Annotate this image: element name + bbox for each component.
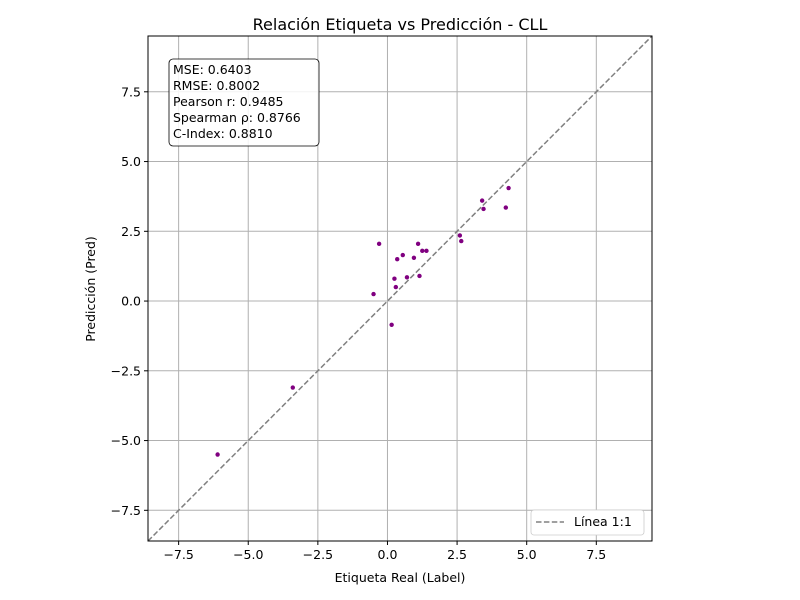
x-tick-label: 7.5 bbox=[586, 547, 606, 562]
y-tick-label: −7.5 bbox=[111, 503, 141, 518]
x-tick-label: 2.5 bbox=[447, 547, 467, 562]
stat-pearson: Pearson r: 0.9485 bbox=[173, 94, 283, 109]
data-point bbox=[420, 248, 425, 254]
stats-box: MSE: 0.6403 RMSE: 0.8002 Pearson r: 0.94… bbox=[168, 58, 320, 147]
data-point bbox=[371, 291, 376, 297]
x-tick-label: 5.0 bbox=[517, 547, 537, 562]
stat-rmse: RMSE: 0.8002 bbox=[173, 78, 260, 93]
points-layer bbox=[215, 185, 511, 457]
x-tick-label: 0.0 bbox=[378, 547, 398, 562]
x-ticks: −7.5 −5.0 −2.5 0.0 2.5 5.0 7.5 bbox=[163, 541, 606, 562]
x-tick-label: −2.5 bbox=[303, 547, 333, 562]
data-point bbox=[395, 257, 400, 262]
data-point bbox=[417, 273, 422, 279]
y-tick-label: −5.0 bbox=[111, 433, 141, 448]
x-tick-label: −7.5 bbox=[163, 547, 193, 562]
data-point bbox=[457, 233, 463, 238]
stat-mse: MSE: 0.6403 bbox=[173, 62, 252, 77]
data-point bbox=[376, 241, 382, 247]
data-point bbox=[400, 252, 405, 258]
reference-line-layer bbox=[147, 35, 653, 542]
y-tick-label: −2.5 bbox=[111, 363, 141, 378]
data-point bbox=[481, 206, 486, 212]
data-point bbox=[506, 185, 511, 191]
reference-line bbox=[147, 35, 653, 542]
data-point bbox=[389, 322, 394, 327]
data-point bbox=[404, 275, 410, 280]
y-tick-label: 7.5 bbox=[121, 84, 141, 99]
stats-box-frame bbox=[168, 58, 320, 147]
chart-title: Relación Etiqueta vs Predicción - CLL bbox=[253, 15, 548, 34]
y-tick-label: 5.0 bbox=[121, 154, 141, 169]
data-point bbox=[290, 385, 295, 390]
data-point bbox=[479, 198, 485, 203]
x-axis-label: Etiqueta Real (Label) bbox=[335, 570, 466, 585]
legend-frame bbox=[530, 509, 645, 536]
data-point bbox=[503, 205, 509, 210]
data-point bbox=[415, 241, 421, 247]
data-point bbox=[393, 284, 399, 290]
y-axis-label: Predicción (Pred) bbox=[83, 236, 98, 342]
stat-spearman: Spearman ρ: 0.8766 bbox=[173, 110, 301, 125]
y-ticks: −7.5 −5.0 −2.5 0.0 2.5 5.0 7.5 bbox=[111, 84, 148, 518]
data-point bbox=[215, 452, 220, 457]
y-tick-label: 2.5 bbox=[121, 224, 141, 239]
data-point bbox=[411, 255, 417, 261]
x-tick-label: −5.0 bbox=[233, 547, 263, 562]
y-tick-label: 0.0 bbox=[121, 294, 141, 309]
data-point bbox=[459, 238, 464, 244]
data-point bbox=[424, 248, 429, 254]
data-point bbox=[392, 276, 397, 281]
stat-cindex: C-Index: 0.8810 bbox=[173, 126, 273, 141]
legend: Línea 1:1 bbox=[530, 509, 645, 536]
legend-label: Línea 1:1 bbox=[574, 514, 632, 529]
axes-frame bbox=[147, 35, 653, 542]
